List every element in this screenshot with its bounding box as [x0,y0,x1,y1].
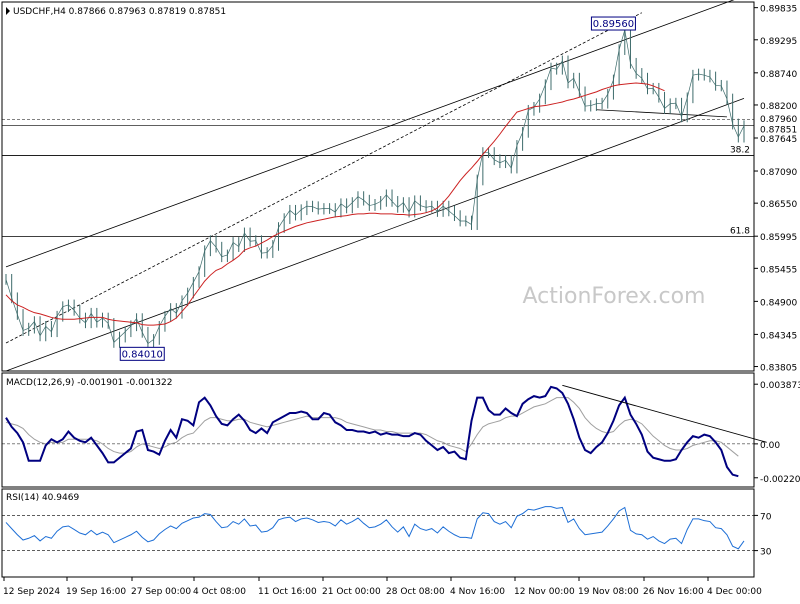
x-axis-tick-label: 12 Sep 2024 [3,587,60,597]
neckline [596,109,727,118]
price-level-label-bg [756,122,800,134]
price-y-tick-label: 0.89295 [760,37,797,47]
rsi-line [5,506,745,550]
x-axis-tick-label: 4 Nov 16:00 [450,587,505,597]
price-y-tick-label: 0.89835 [760,5,797,15]
macd-main-line [5,385,739,478]
macd-panel-frame [1,372,755,488]
channel-upper-line [5,0,735,268]
x-axis-tick-label: 26 Nov 16:00 [643,587,704,597]
price-series-line [5,29,745,345]
price-annotation-label: 0.89560 [593,19,634,30]
macd-header: MACD(12,26,9) -0.001901 -0.001322 [6,378,172,388]
channel-lower-line [5,98,745,372]
price-header: USDCHF,H4 0.87866 0.87963 0.87819 0.8785… [13,7,226,17]
price-y-tick-label: 0.87090 [760,168,797,178]
price-y-tick-label: 0.85995 [760,233,797,243]
fib-level-label: 38.2 [730,146,750,156]
price-y-tick-label: 0.87645 [760,135,797,145]
x-axis-tick-label: 19 Sep 16:00 [66,587,126,597]
price-level-label-bg [756,112,800,124]
x-axis-tick-label: 21 Oct 00:00 [322,587,381,597]
price-y-tick-label: 0.88740 [760,70,797,80]
macd-panel: 0.003873 0.00 -0.002201 MACD(12,26,9) -0.00… [2,378,800,485]
price-annotation-label: 0.84010 [122,349,163,360]
price-annotation-box [119,346,165,361]
price-y-tick-label: 0.85455 [760,265,797,275]
price-y-tick-label: 0.84900 [760,298,797,308]
macd-trendline [562,384,767,443]
macd-y-tick-label: 0.003873 [760,381,800,391]
price-level-label: 0.87851 [760,126,797,136]
header-arrow-icon [6,7,10,15]
price-panel-frame [1,1,755,372]
rsi-panel: 70 30 RSI(14) 40.9469 [2,493,772,558]
x-axis-tick-label: 28 Oct 08:00 [386,587,445,597]
rsi-y-tick-label: 30 [760,548,772,558]
macd-y-tick-label: -0.002201 [760,475,800,485]
x-axis-tick-label: 4 Oct 08:00 [193,587,246,597]
price-annotation-box [590,16,636,31]
price-y-tick-label: 0.83805 [760,364,797,374]
watermark: ActionForex.com [523,284,706,309]
x-axis-tick-label: 19 Nov 08:00 [578,587,639,597]
price-y-tick-label: 0.86550 [760,200,797,210]
x-axis-tick-label: 27 Sep 00:00 [131,587,191,597]
macd-y-tick-label: 0.00 [760,441,780,451]
macd-signal-line [5,397,739,457]
x-axis-tick-label: 12 Nov 00:00 [514,587,575,597]
dashed-trend-line [5,12,642,344]
price-y-tick-label: 0.84345 [760,331,797,341]
fib-level-label: 61.8 [730,226,750,236]
ma-series-line [5,82,665,326]
x-axis: 12 Sep 2024 19 Sep 16:00 27 Sep 00:00 4 Oct… [3,577,762,597]
rsi-panel-frame [1,488,755,578]
price-level-label: 0.87960 [760,115,797,125]
rsi-header: RSI(14) 40.9469 [6,493,79,503]
x-axis-tick-label: 4 Dec 00:00 [707,587,762,597]
x-axis-tick-label: 11 Oct 16:00 [258,587,317,597]
rsi-y-tick-label: 70 [760,512,772,522]
price-panel: ActionForex.com 0.89835 0.89295 0.88740 0.88… [2,0,800,374]
price-y-tick-label: 0.88200 [760,102,797,112]
